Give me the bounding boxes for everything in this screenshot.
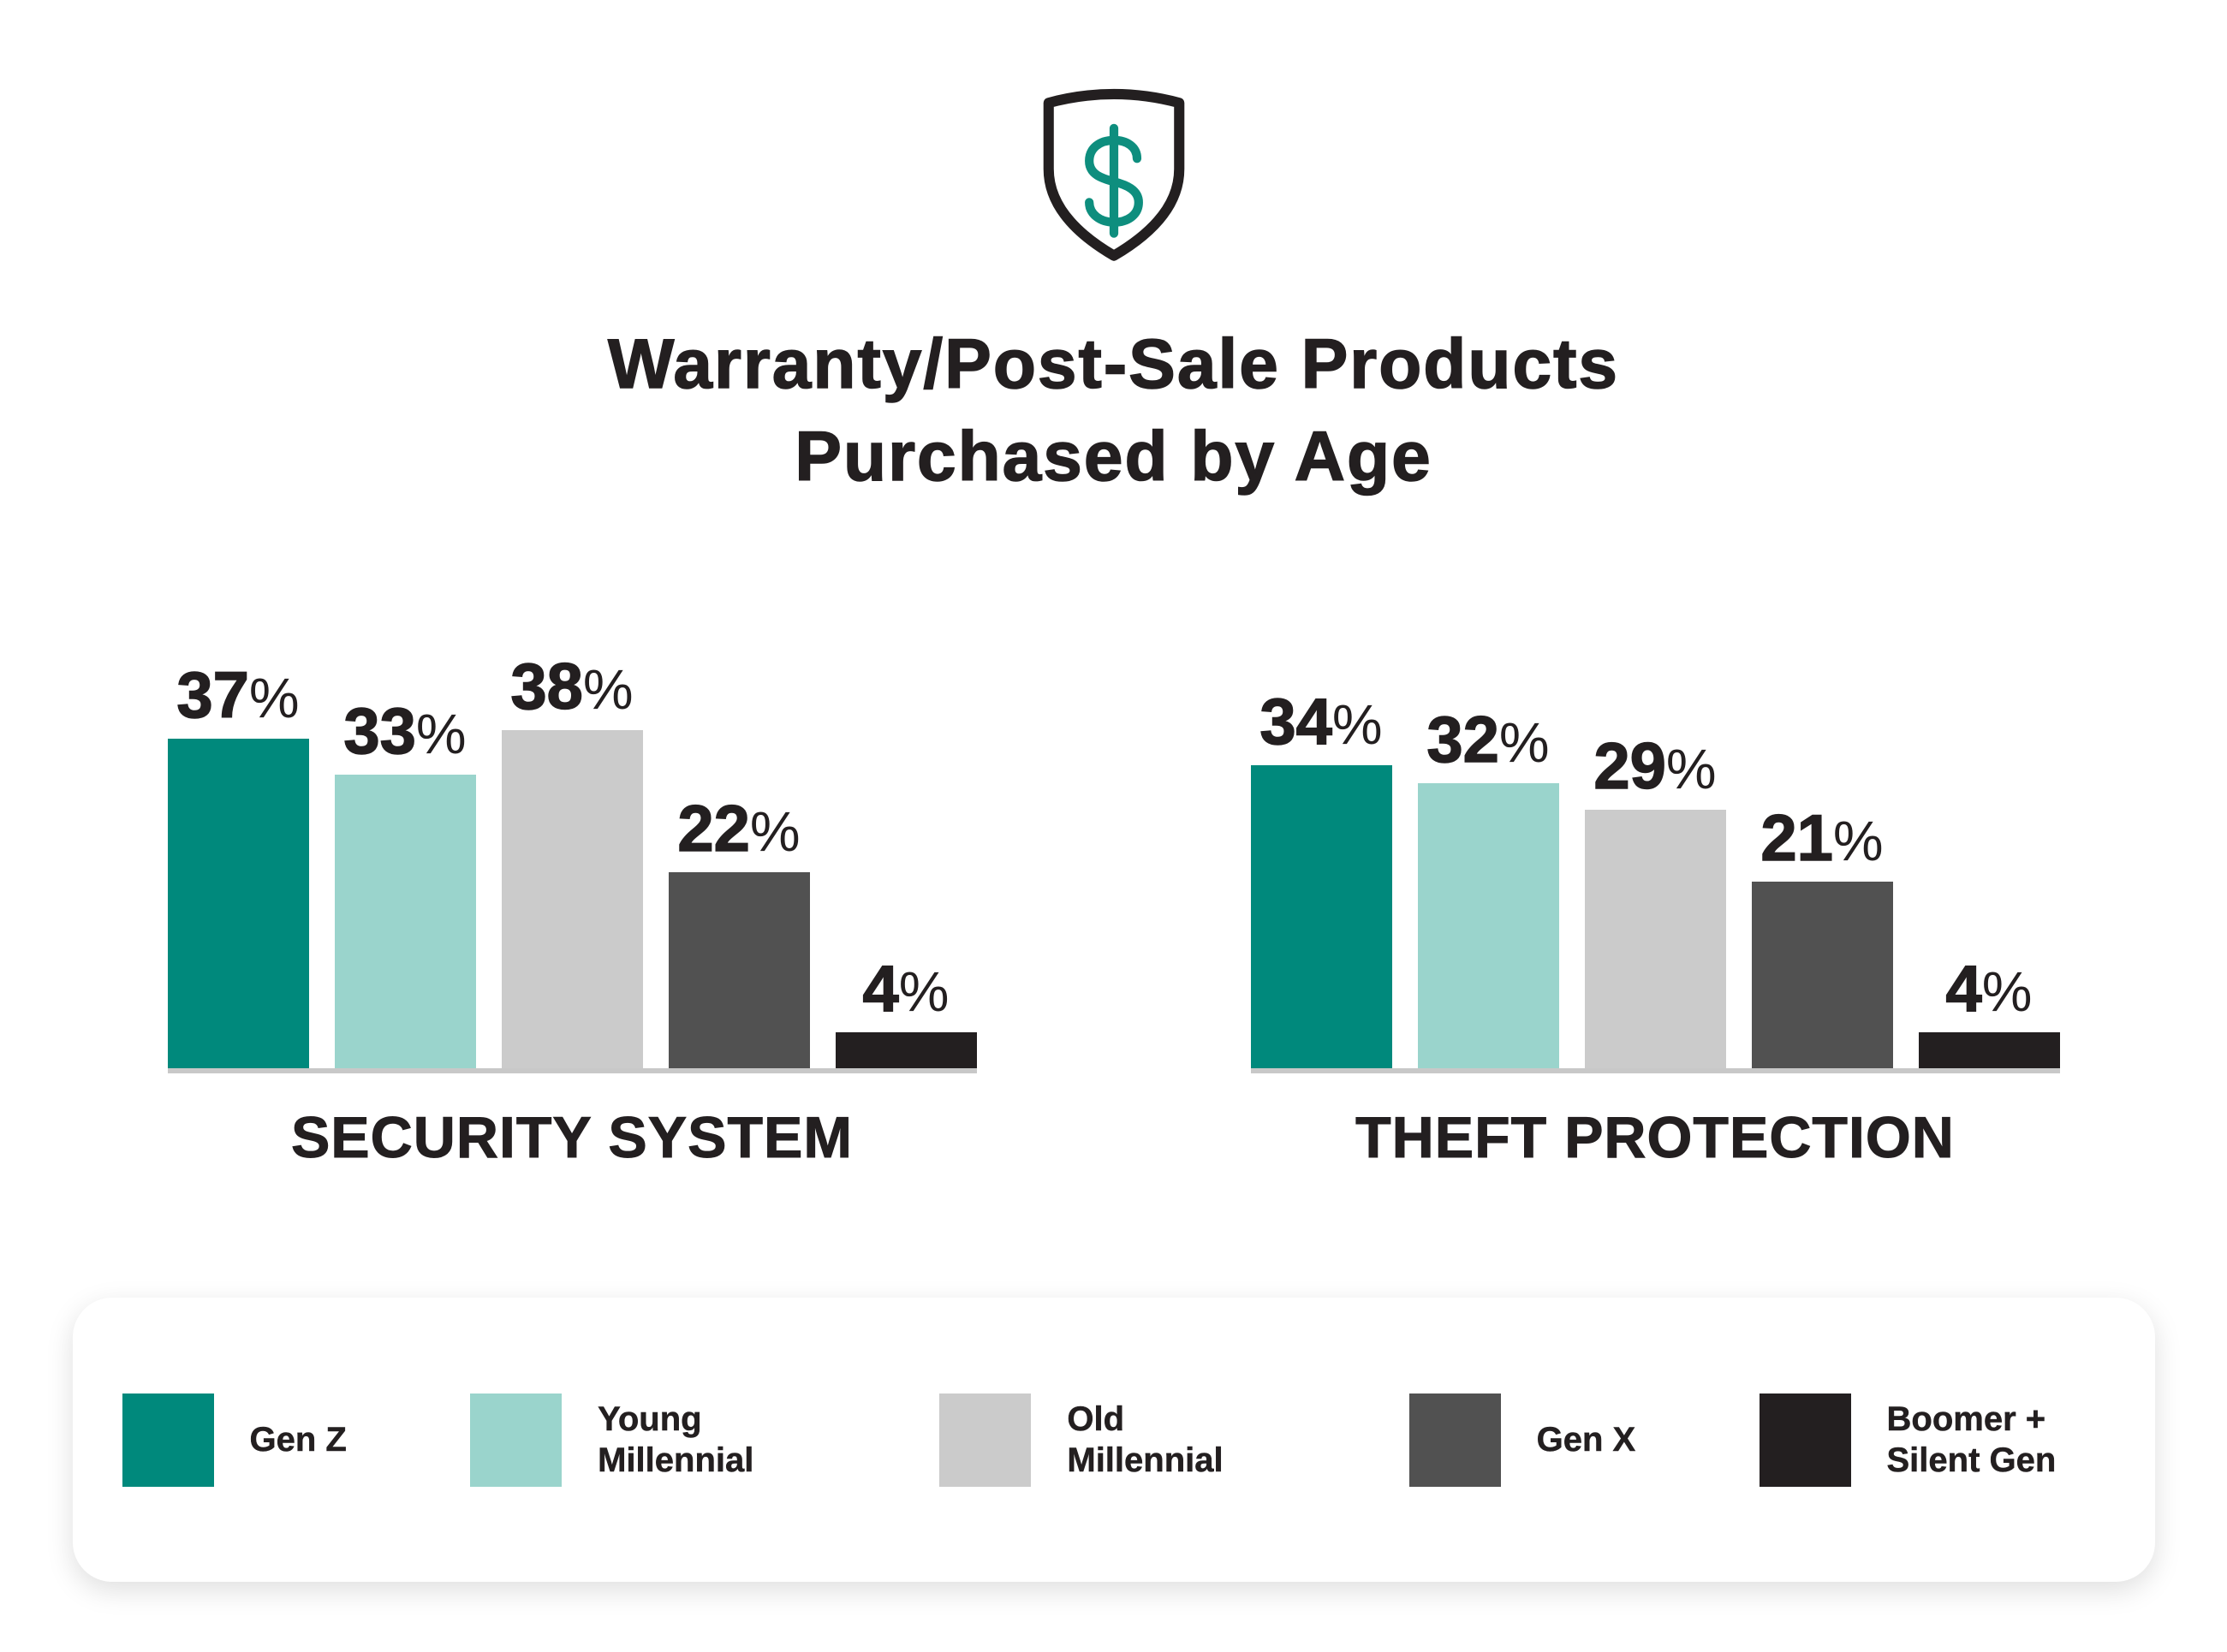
bar-value-number: 4 [862, 953, 900, 1026]
legend-swatch [470, 1393, 563, 1487]
bar-col-gen-z: 37% [167, 663, 309, 1069]
bar-value-label: 22% [677, 796, 801, 864]
bar-col-young-millennial: 33% [334, 698, 476, 1069]
bar-value-number: 22 [677, 793, 751, 866]
bar-col-young-millennial: 32% [1417, 707, 1559, 1069]
legend-label: Gen Z [249, 1421, 347, 1459]
bar-col-gen-x: 21% [1751, 805, 1893, 1069]
legend: Gen Z Young Millennial Old Millennial Gen X… [72, 1298, 2155, 1583]
bar-value-number: 21 [1760, 802, 1834, 876]
bar-value-label: 32% [1426, 707, 1550, 775]
legend-label: Gen X [1536, 1421, 1636, 1459]
charts-row: 37% 33% 38% 22% 4% SECURITY SYSTEM 34% 32% 29%… [0, 640, 2227, 1171]
bar-value-number: 34 [1259, 686, 1333, 759]
bar-value-number: 37 [176, 659, 250, 733]
bar-value-number: 4 [1945, 953, 1983, 1026]
legend-item-young-millennial: Young Millennial [470, 1393, 816, 1487]
bar [1751, 882, 1893, 1069]
bars-group-theft-protection: 34% 32% 29% 21% 4% [1250, 640, 2060, 1069]
bar-value-unit: % [1498, 710, 1550, 775]
bar-value-label: 21% [1760, 805, 1884, 873]
bar-col-boomer-silent-gen: 4% [1918, 956, 2060, 1069]
bar [1250, 765, 1392, 1069]
legend-swatch [939, 1393, 1032, 1487]
bar [501, 730, 643, 1069]
page-title-line-2: Purchased by Age [795, 417, 1432, 496]
legend-swatch [1759, 1393, 1851, 1487]
dollar-sign [1084, 123, 1143, 238]
bars-group-security-system: 37% 33% 38% 22% 4% [167, 640, 977, 1069]
bar-col-boomer-silent-gen: 4% [835, 956, 977, 1069]
bar-value-label: 29% [1593, 734, 1717, 801]
bar-col-gen-x: 22% [668, 796, 810, 1069]
bar-value-label: 33% [343, 698, 467, 766]
bar-value-unit: % [415, 702, 467, 766]
bar-value-number: 32 [1426, 704, 1500, 777]
bar-value-unit: % [1832, 809, 1884, 873]
bar-value-number: 38 [510, 651, 584, 724]
page-title: Warranty/Post-Sale Products Purchased by… [0, 318, 2227, 503]
legend-label: Boomer + Silent Gen [1886, 1400, 2057, 1480]
chart-title-theft-protection: THEFT PROTECTION [1355, 1105, 1955, 1171]
bar-value-label: 38% [510, 654, 634, 722]
legend-item-gen-z: Gen Z [122, 1393, 347, 1487]
legend-swatch [122, 1393, 214, 1487]
legend-item-old-millennial: Old Millennial [939, 1393, 1285, 1487]
bar-value-unit: % [749, 799, 801, 864]
bar [167, 739, 309, 1069]
bar-value-unit: % [1665, 737, 1717, 801]
legend-swatch [1408, 1393, 1501, 1487]
bar-value-number: 33 [343, 695, 417, 769]
bar-value-number: 29 [1593, 730, 1667, 804]
axis-baseline [1250, 1068, 2060, 1074]
bar-value-unit: % [582, 657, 634, 722]
bar-value-unit: % [248, 666, 300, 730]
bar-col-gen-z: 34% [1250, 689, 1392, 1069]
bar [668, 872, 810, 1069]
bar-value-label: 4% [1945, 956, 2033, 1024]
bar [1417, 783, 1559, 1069]
shield-dollar-svg [1043, 88, 1184, 261]
bar-value-label: 37% [176, 663, 300, 730]
chart-security-system: 37% 33% 38% 22% 4% SECURITY SYSTEM [82, 640, 1063, 1171]
bar-value-unit: % [1331, 692, 1383, 757]
legend-item-gen-x: Gen X [1408, 1393, 1636, 1487]
legend-label: Young Millennial [598, 1400, 754, 1480]
bar-col-old-millennial: 29% [1584, 734, 1726, 1069]
bar-value-unit: % [898, 960, 950, 1024]
bar [334, 775, 476, 1069]
bar [1584, 810, 1726, 1069]
page-title-line-1: Warranty/Post-Sale Products [607, 324, 1620, 404]
legend-label: Old Millennial [1067, 1400, 1224, 1480]
shield-dollar-icon [0, 0, 2227, 269]
chart-theft-protection: 34% 32% 29% 21% 4% THEFT PROTECTION [1165, 640, 2146, 1171]
bar-col-old-millennial: 38% [501, 654, 643, 1069]
chart-title-security-system: SECURITY SYSTEM [290, 1105, 854, 1171]
bar-value-unit: % [1981, 960, 2033, 1024]
bar-value-label: 4% [862, 956, 950, 1024]
bar [835, 1032, 977, 1069]
axis-baseline [167, 1068, 977, 1074]
bar [1918, 1032, 2060, 1069]
bar-value-label: 34% [1259, 689, 1383, 757]
legend-item-boomer-silent-gen: Boomer + Silent Gen [1759, 1393, 2105, 1487]
